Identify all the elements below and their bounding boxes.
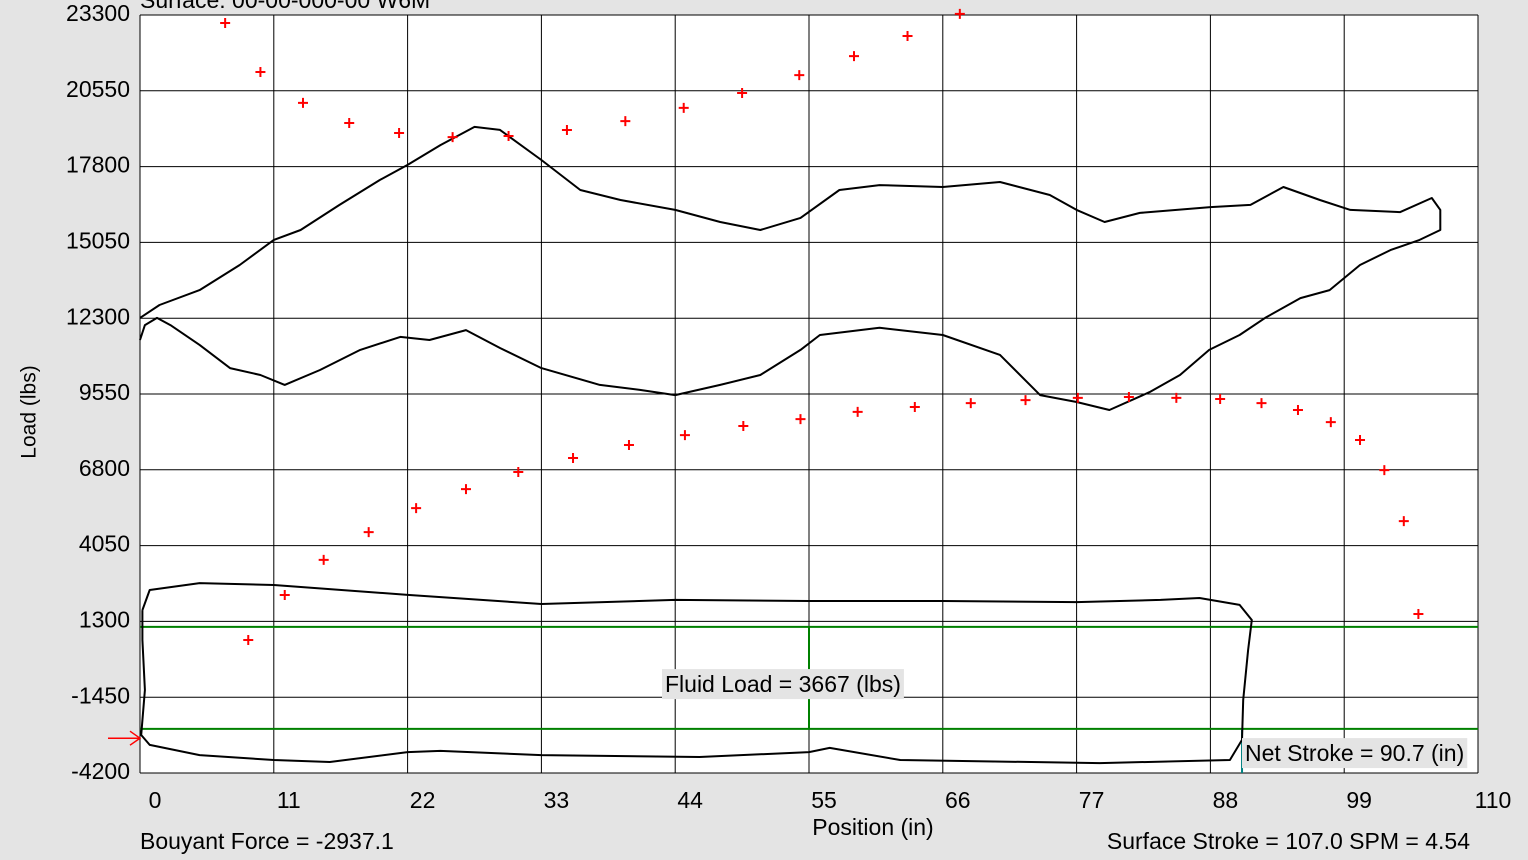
point	[460, 484, 471, 495]
point	[344, 118, 355, 129]
point	[1072, 392, 1083, 403]
point	[297, 97, 308, 108]
x-tick-label: 44	[677, 787, 703, 813]
point	[1325, 417, 1336, 428]
y-tick-label: 12300	[66, 303, 130, 329]
point	[678, 102, 689, 113]
point	[623, 439, 634, 450]
card-line	[140, 582, 1253, 765]
point	[1123, 392, 1134, 403]
x-tick-label: 55	[811, 787, 837, 813]
y-tick-label: -4200	[71, 758, 130, 784]
y-tick-label: 4050	[79, 531, 130, 557]
point	[1256, 398, 1267, 409]
point	[1171, 392, 1182, 403]
point	[255, 67, 266, 78]
point	[1355, 435, 1366, 446]
x-tick-label: 0	[149, 787, 162, 813]
y-axis-title: Load (lbs)	[18, 365, 41, 458]
y-tick-label: 20550	[66, 76, 130, 102]
point	[679, 430, 690, 441]
fluid-load-label: Fluid Load = 3667 (lbs)	[665, 671, 901, 697]
point	[909, 401, 920, 412]
net-stroke-label-box	[1242, 738, 1468, 769]
y-tick-label: 23300	[66, 0, 130, 26]
point	[620, 116, 631, 127]
chart-title: Surface: 00-00-000-00 W6M	[140, 0, 430, 13]
y-tick-label: 1300	[79, 606, 130, 632]
point	[220, 17, 231, 28]
point	[1292, 404, 1303, 415]
point	[795, 414, 806, 425]
point	[902, 30, 913, 41]
x-tick-label: 33	[544, 787, 570, 813]
point	[568, 452, 579, 463]
point	[279, 589, 290, 600]
x-tick-label: 11	[277, 787, 301, 813]
point	[503, 131, 514, 142]
point	[411, 503, 422, 514]
point	[394, 127, 405, 138]
point	[954, 8, 965, 19]
y-tick-label: 17800	[66, 152, 130, 178]
x-tick-label: 88	[1213, 787, 1239, 813]
point	[737, 88, 748, 99]
point	[852, 406, 863, 417]
labels: Surface: 00-00-000-00 W6M Position (in) …	[18, 0, 1512, 854]
x-tick-label: 22	[410, 787, 436, 813]
point	[1379, 465, 1390, 476]
x-tick-label: 77	[1079, 787, 1105, 813]
y-tick-label: -1450	[71, 682, 130, 708]
point	[513, 467, 524, 478]
point	[561, 124, 572, 135]
card-line	[139, 125, 1442, 411]
surface-stroke-label: Surface Stroke = 107.0 SPM = 4.54	[1107, 828, 1470, 854]
point	[849, 51, 860, 62]
point	[318, 554, 329, 565]
point	[738, 420, 749, 431]
x-tick-label: 99	[1346, 787, 1372, 813]
net-stroke-label: Net Stroke = 90.7 (in)	[1245, 740, 1464, 766]
x-tick-label: 66	[945, 787, 971, 813]
point	[363, 527, 374, 538]
x-axis-title: Position (in)	[812, 814, 933, 840]
y-tick-label: 15050	[66, 227, 130, 253]
point	[243, 635, 254, 646]
fluid-load-label-box	[662, 669, 904, 700]
point	[794, 70, 805, 81]
x-tick-label: 110	[1475, 787, 1512, 813]
point	[447, 132, 458, 143]
point	[1398, 516, 1409, 527]
point	[1020, 395, 1031, 406]
point	[1215, 393, 1226, 404]
buoyant-arrow	[108, 730, 142, 746]
y-tick-label: 9550	[79, 379, 130, 405]
point	[1413, 608, 1424, 619]
point	[965, 398, 976, 409]
y-tick-label: 6800	[79, 455, 130, 481]
buoyant-force-label: Bouyant Force = -2937.1	[140, 828, 394, 854]
